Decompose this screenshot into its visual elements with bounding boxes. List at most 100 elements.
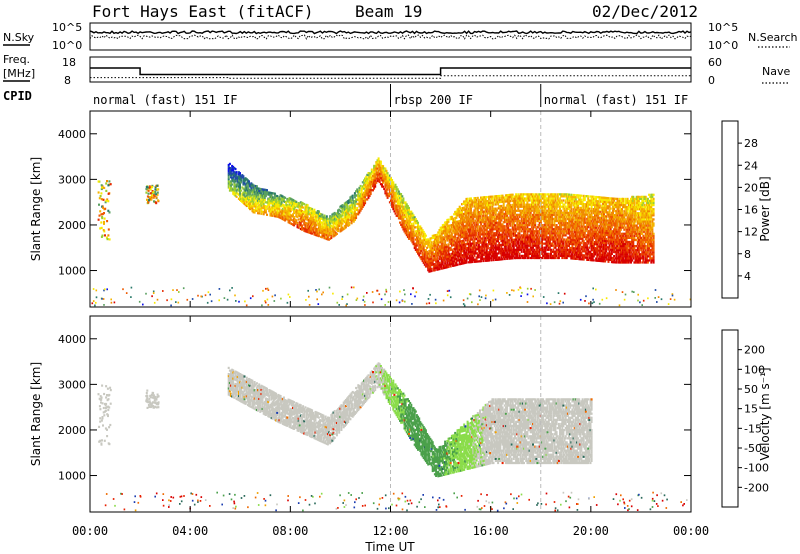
echo-cell: [560, 230, 563, 233]
echo-cell: [314, 233, 317, 236]
echo-cell: [348, 223, 351, 226]
echo-cell: [483, 235, 486, 238]
echo-cell: [399, 203, 401, 206]
echo-cell: [550, 207, 552, 210]
echo-cell: [458, 248, 461, 251]
echo-cell: [536, 230, 539, 233]
echo-cell: [412, 241, 415, 244]
echo-cell: [509, 210, 512, 213]
echo-cell: [455, 261, 458, 265]
echo-cell: [361, 185, 364, 188]
echo-cell: [545, 232, 548, 235]
echo-cell: [385, 194, 388, 197]
echo-cell: [408, 221, 410, 224]
echo-cell: [556, 197, 559, 200]
echo-cell: [573, 224, 576, 227]
echo-cell: [554, 205, 557, 208]
echo-cell: [525, 228, 528, 231]
echo-cell: [381, 177, 383, 180]
echo-cell: [457, 259, 460, 262]
echo-cell: [458, 226, 461, 229]
echo-cell: [538, 242, 541, 245]
echo-cell: [374, 165, 377, 168]
echo-cell: [447, 251, 450, 254]
freq-label-line2: [MHz]: [3, 67, 35, 80]
echo-cell: [486, 255, 489, 258]
echo-cell: [253, 205, 256, 208]
echo-cell: [545, 236, 548, 239]
echo-cell: [542, 197, 545, 200]
echo-cell: [347, 220, 350, 223]
echo-cell: [436, 264, 439, 267]
echo-cell: [307, 225, 310, 228]
echo-cell: [397, 202, 400, 205]
echo-cell: [525, 203, 528, 206]
echo-cell: [566, 193, 569, 196]
echo-cell: [379, 166, 382, 169]
echo-cell: [440, 240, 443, 243]
echo-cell: [459, 207, 462, 210]
echo-cell: [461, 246, 463, 249]
echo-cell: [526, 219, 529, 223]
echo-cell: [500, 209, 503, 212]
echo-cell: [520, 215, 523, 218]
echo-cell: [497, 225, 500, 228]
echo-cell: [529, 228, 532, 231]
echo-cell: [245, 204, 248, 208]
echo-cell: [502, 253, 505, 257]
echo-cell: [538, 213, 541, 216]
echo-cell: [332, 225, 335, 228]
echo-cell: [476, 229, 479, 232]
echo-cell: [239, 194, 241, 197]
echo-cell: [316, 228, 319, 231]
echo-cell: [452, 229, 454, 233]
echo-cell: [575, 231, 578, 234]
echo-cell: [570, 208, 573, 211]
echo-cell: [502, 251, 505, 255]
echo-cell: [556, 199, 559, 202]
echo-cell: [317, 210, 320, 213]
echo-cell: [529, 236, 532, 239]
echo-cell: [464, 212, 467, 215]
echo-cell: [330, 230, 333, 233]
echo-cell: [255, 195, 258, 198]
echo-cell: [409, 231, 412, 234]
echo-cell: [251, 201, 254, 204]
echo-cell: [480, 202, 483, 205]
echo-cell: [440, 228, 443, 231]
echo-cell: [447, 247, 450, 250]
echo-cell: [365, 181, 368, 184]
echo-cell: [571, 236, 574, 240]
echo-cell: [467, 234, 470, 237]
echo-cell: [387, 192, 390, 195]
echo-cell: [448, 224, 451, 227]
echo-cell: [512, 226, 515, 229]
echo-cell: [500, 204, 503, 208]
echo-cell: [564, 226, 567, 229]
echo-cell: [406, 227, 409, 230]
echo-cell: [455, 247, 458, 250]
echo-cell: [541, 213, 543, 216]
echo-cell: [441, 230, 444, 233]
echo-cell: [515, 238, 518, 241]
echo-cell: [553, 203, 556, 206]
echo-cell: [502, 225, 505, 228]
echo-cell: [568, 218, 570, 221]
echo-cell: [405, 207, 408, 210]
echo-cell: [293, 211, 296, 215]
echo-cell: [446, 264, 449, 267]
echo-cell: [498, 221, 501, 224]
echo-cell: [340, 221, 343, 224]
echo-cell: [231, 169, 234, 172]
echo-cell: [361, 195, 364, 198]
echo-cell: [521, 228, 524, 231]
echo-cell: [517, 199, 520, 202]
echo-cell: [535, 205, 538, 208]
echo-cell: [492, 207, 495, 210]
echo-cell: [253, 199, 256, 202]
echo-cell: [518, 252, 521, 255]
echo-cell: [287, 212, 290, 216]
echo-cell: [473, 246, 476, 249]
echo-cell: [534, 203, 537, 206]
echo-cell: [458, 228, 461, 231]
